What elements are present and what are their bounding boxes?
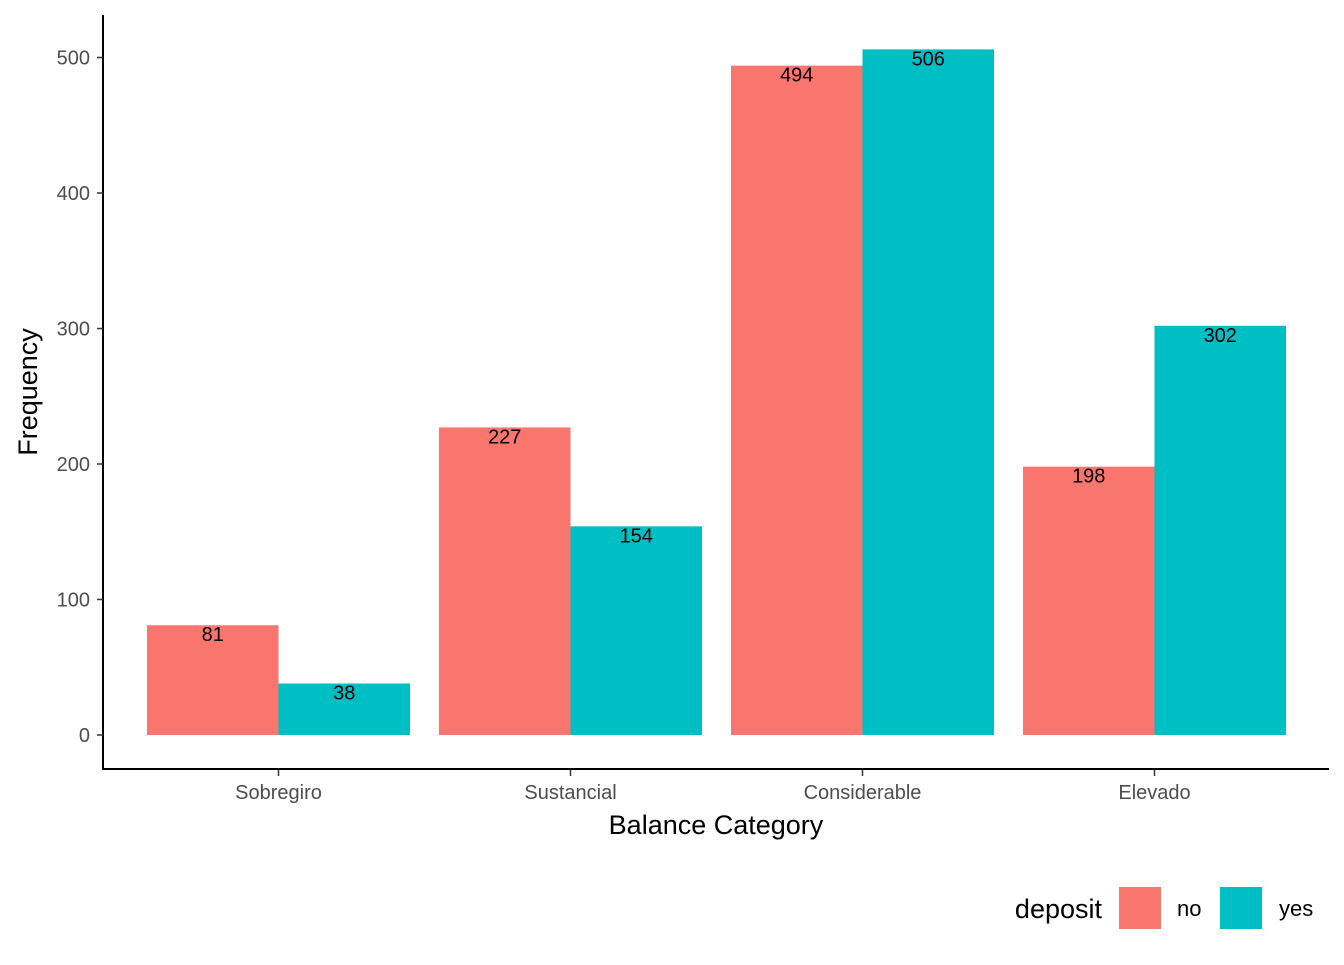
y-ticks-layer: 0 100 200 300 400 500 <box>57 48 103 747</box>
data-label-no-sustancial: 227 <box>488 426 521 448</box>
legend-label-yes: yes <box>1279 896 1313 921</box>
y-tick-label: 400 <box>57 183 90 205</box>
data-label-no-sobregiro: 81 <box>202 624 224 646</box>
data-label-no-elevado: 198 <box>1072 466 1105 488</box>
bar-yes-elevado <box>1154 325 1286 735</box>
y-tick-label: 300 <box>57 319 90 341</box>
data-label-yes-sobregiro: 38 <box>333 683 355 705</box>
legend-title: deposit <box>1015 894 1103 924</box>
x-ticks-layer: Sobregiro Sustancial Considerable Elevado <box>235 770 1191 804</box>
data-label-yes-sustancial: 154 <box>620 525 653 547</box>
bar-yes-considerable <box>862 49 994 736</box>
bar-yes-sobregiro <box>278 683 410 735</box>
y-tick-label: 200 <box>57 454 90 476</box>
x-tick-label: Considerable <box>804 782 922 804</box>
data-label-no-considerable: 494 <box>780 65 813 87</box>
bar-no-considerable <box>731 65 863 735</box>
x-tick-label: Sobregiro <box>235 782 322 804</box>
y-axis-title: Frequency <box>13 328 43 456</box>
legend-label-no: no <box>1177 896 1201 921</box>
axes-layer <box>102 15 1329 770</box>
legend-key-no <box>1119 887 1161 929</box>
x-tick-label: Sustancial <box>524 782 616 804</box>
data-label-yes-considerable: 506 <box>912 48 945 70</box>
legend: deposit no yes <box>1015 887 1313 929</box>
y-tick-label: 500 <box>57 48 90 70</box>
x-tick-label: Elevado <box>1118 782 1190 804</box>
bars-layer <box>147 49 1286 736</box>
bar-no-sustancial <box>439 427 571 735</box>
y-tick-label: 0 <box>79 725 90 747</box>
y-tick-label: 100 <box>57 590 90 612</box>
bar-yes-sustancial <box>570 526 702 735</box>
data-labels-layer: 81 38 227 154 494 506 198 302 <box>202 48 1237 704</box>
bar-no-sobregiro <box>147 625 279 735</box>
data-label-yes-elevado: 302 <box>1204 325 1237 347</box>
bar-no-elevado <box>1023 466 1155 735</box>
legend-key-yes <box>1220 887 1262 929</box>
x-axis-title: Balance Category <box>609 810 824 840</box>
